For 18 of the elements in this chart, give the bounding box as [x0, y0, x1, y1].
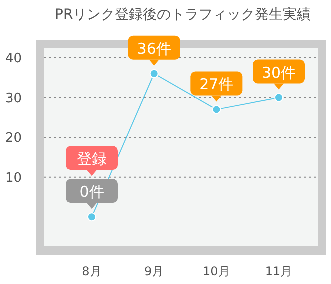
- point: [274, 93, 284, 102]
- point: [88, 212, 96, 222]
- point: [150, 69, 159, 78]
- y-tick-label: 30: [5, 91, 22, 106]
- x-tick-label: 8月: [82, 264, 102, 279]
- x-tick-label: 9月: [144, 264, 164, 279]
- data-label: 30件: [262, 64, 296, 82]
- y-tick-label: 20: [5, 131, 22, 146]
- x-tick-label: 10月: [203, 264, 230, 279]
- data-label: 36件: [137, 40, 172, 58]
- point: [212, 105, 222, 114]
- y-tick-label: 10: [5, 170, 22, 186]
- annotation: 登録: [77, 150, 107, 168]
- x-tick-label: 11月: [265, 264, 293, 279]
- chart-title: PRリンク登録後のトラフィック発生実績: [55, 6, 312, 24]
- data-label: 0件: [80, 183, 104, 202]
- y-tick-label: 40: [5, 52, 22, 67]
- data-label: 27件: [200, 76, 234, 94]
